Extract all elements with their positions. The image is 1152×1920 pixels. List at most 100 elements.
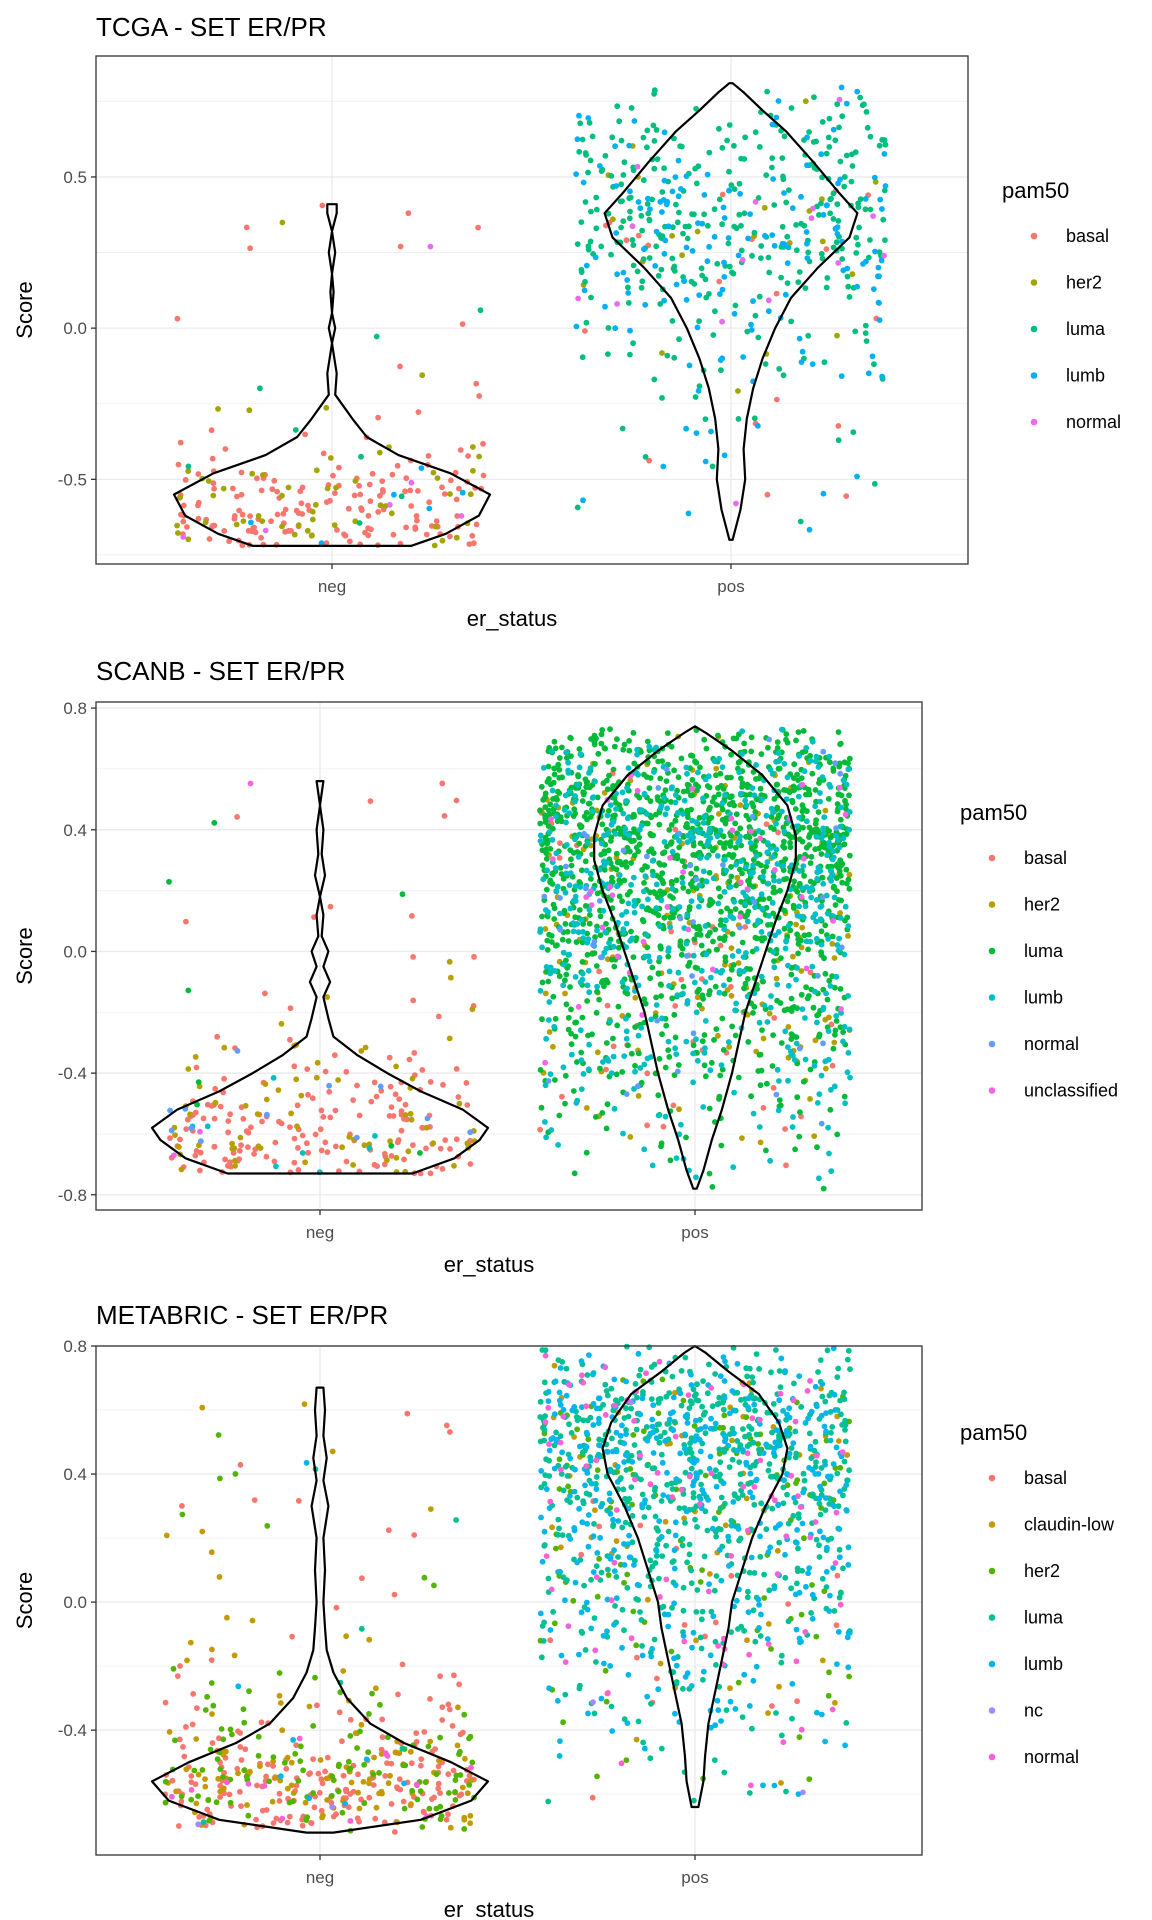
- point-basal: [480, 440, 486, 447]
- point-luma: [567, 847, 574, 853]
- point-luma: [568, 862, 575, 869]
- point-lumb: [660, 1492, 667, 1498]
- point-luma: [649, 1465, 656, 1472]
- point-basal: [356, 1112, 363, 1119]
- point-her2: [352, 478, 359, 484]
- point-luma: [836, 1594, 843, 1601]
- point-luma: [653, 243, 660, 250]
- legend-key-basal: [1030, 232, 1038, 240]
- point-luma: [659, 395, 665, 401]
- point-luma: [665, 953, 672, 960]
- point-basal: [372, 1815, 379, 1822]
- point-her2: [384, 1157, 390, 1163]
- point-normal: [167, 1107, 174, 1114]
- point-lumb: [751, 792, 758, 799]
- point-luma: [666, 1390, 673, 1396]
- point-luma: [752, 809, 759, 815]
- point-basal: [783, 1162, 789, 1169]
- point-luma: [574, 241, 581, 248]
- point-luma: [813, 1536, 820, 1543]
- point-basal: [623, 237, 630, 244]
- point-luma: [693, 865, 700, 872]
- point-basal: [439, 1704, 446, 1710]
- point-luma: [588, 876, 594, 882]
- point-lumb: [657, 805, 664, 812]
- point-lumb: [551, 1411, 558, 1418]
- point-normal: [245, 1780, 252, 1787]
- point-luma: [686, 1405, 693, 1411]
- point-lumb: [742, 797, 749, 804]
- point-lumb: [828, 1168, 835, 1175]
- point-her2: [215, 1432, 222, 1438]
- point-luma: [637, 1366, 644, 1373]
- point-lumb: [607, 1663, 613, 1669]
- point-claudin-low: [558, 1544, 564, 1551]
- point-normal: [427, 243, 434, 250]
- point-claudin-low: [727, 1685, 733, 1692]
- point-basal: [770, 1085, 777, 1091]
- point-lumb: [823, 1568, 830, 1575]
- point-luma: [784, 233, 791, 240]
- point-basal: [389, 471, 396, 478]
- point-luma: [818, 250, 825, 257]
- point-luma: [594, 923, 600, 930]
- point-luma: [742, 1433, 748, 1440]
- point-luma: [882, 141, 889, 148]
- point-luma: [788, 105, 795, 111]
- point-basal: [407, 487, 414, 494]
- point-luma: [688, 1580, 695, 1587]
- point-her2: [570, 1597, 577, 1604]
- point-basal: [318, 1147, 325, 1154]
- point-luma: [588, 208, 594, 215]
- point-basal: [240, 1115, 247, 1122]
- point-basal: [392, 1091, 399, 1098]
- point-lumb: [773, 820, 779, 827]
- point-basal: [226, 538, 233, 545]
- point-luma: [593, 1009, 600, 1016]
- point-lumb: [750, 1110, 757, 1117]
- point-her2: [291, 531, 298, 538]
- point-unclassified: [771, 867, 778, 873]
- point-luma: [846, 755, 853, 762]
- point-luma: [737, 1471, 744, 1478]
- point-lumb: [664, 805, 670, 812]
- point-lumb: [785, 962, 791, 969]
- point-luma: [711, 206, 718, 213]
- point-lumb: [719, 355, 726, 362]
- point-normal: [424, 1115, 431, 1122]
- point-basal: [425, 453, 432, 459]
- point-lumb: [743, 1461, 750, 1468]
- point-lumb: [545, 909, 551, 915]
- point-luma: [719, 806, 726, 813]
- point-lumb: [775, 1501, 782, 1508]
- point-lumb: [572, 1466, 578, 1473]
- point-her2: [208, 1680, 215, 1686]
- point-luma: [585, 169, 591, 176]
- point-her2: [621, 1579, 627, 1586]
- point-her2: [755, 1441, 761, 1447]
- point-luma: [582, 1647, 589, 1653]
- point-her2: [467, 1733, 474, 1740]
- point-luma: [702, 1073, 709, 1080]
- point-luma: [665, 1528, 672, 1535]
- point-lumb: [248, 519, 254, 526]
- legend-key-her2: [988, 901, 996, 908]
- point-basal: [672, 1003, 679, 1009]
- point-luma: [696, 318, 702, 325]
- point-basal: [183, 918, 189, 925]
- point-normal: [676, 830, 683, 837]
- point-luma: [771, 826, 777, 832]
- point-luma: [642, 454, 649, 460]
- legend-key-lumb: [1030, 372, 1038, 379]
- point-luma: [688, 1465, 695, 1472]
- point-lumb: [543, 1035, 549, 1042]
- point-luma: [792, 1454, 799, 1461]
- point-lumb: [840, 835, 847, 842]
- point-luma: [593, 206, 600, 213]
- point-lumb: [809, 1467, 816, 1473]
- point-lumb: [765, 1549, 772, 1556]
- point-basal: [456, 1681, 462, 1688]
- point-lumb: [649, 1646, 655, 1652]
- point-luma: [748, 734, 755, 741]
- point-basal: [589, 1794, 596, 1801]
